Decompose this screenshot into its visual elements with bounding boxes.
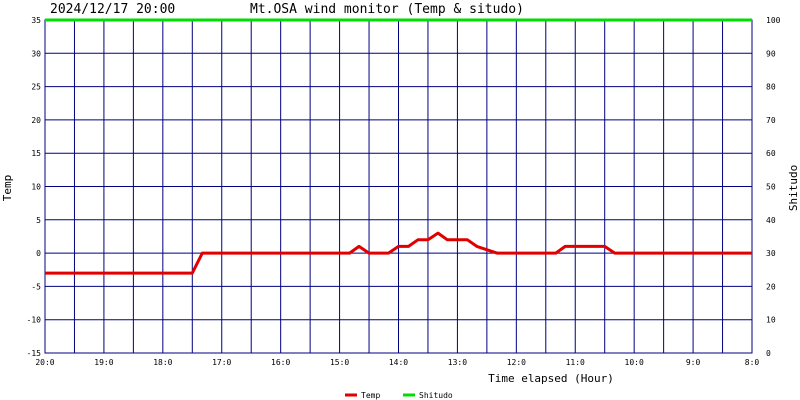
x-tick-label-5: 15:0 (330, 358, 349, 367)
y2-tick-label-0: 0 (766, 349, 771, 358)
legend-label-temp: Temp (361, 391, 380, 400)
y-tick-label-9: 30 (31, 49, 41, 58)
y2-tick-label-3: 30 (766, 249, 776, 258)
x-tick-label-0: 20:0 (35, 358, 54, 367)
y-tick-label-8: 25 (31, 83, 41, 92)
y2-tick-label-8: 80 (766, 83, 776, 92)
y-tick-label-0: -15 (27, 349, 42, 358)
y2-axis-label: Shitudo (787, 165, 800, 211)
x-tick-label-10: 10:0 (625, 358, 644, 367)
y2-tick-label-6: 60 (766, 149, 776, 158)
y-axis-label: Temp (1, 175, 14, 202)
y2-tick-label-2: 20 (766, 282, 776, 291)
y2-tick-label-4: 40 (766, 216, 776, 225)
x-tick-label-8: 12:0 (507, 358, 526, 367)
y-tick-label-6: 15 (31, 149, 41, 158)
series-line-temp (45, 231, 752, 275)
y-tick-labels: -15 -10 -5 0 5 10 15 20 25 30 35 (27, 16, 42, 358)
y2-tick-labels: 0 10 20 30 40 50 60 70 80 90 100 (766, 16, 781, 358)
grid (44, 19, 753, 354)
x-tick-labels: 20:0 19:0 18:0 17:0 16:0 15:0 14:0 13:0 12:0 11:0… (35, 358, 759, 367)
legend-label-shitudo: Shitudo (419, 391, 453, 400)
x-tick-label-1: 19:0 (94, 358, 113, 367)
series-layer (45, 18, 752, 275)
chart-title: Mt.OSA wind monitor (Temp & situdo) (250, 2, 524, 17)
y2-tick-label-9: 90 (766, 49, 776, 58)
y-tick-label-4: 5 (36, 216, 41, 225)
x-axis-label: Time elapsed (Hour) (488, 372, 614, 385)
y2-tick-label-10: 100 (766, 16, 781, 25)
y-tick-label-5: 10 (31, 183, 41, 192)
y-tick-label-1: -10 (27, 316, 42, 325)
x-tick-label-9: 11:0 (566, 358, 585, 367)
y2-tick-label-7: 70 (766, 116, 776, 125)
x-tick-label-2: 18:0 (153, 358, 172, 367)
x-tick-label-3: 17:0 (212, 358, 231, 367)
x-tick-label-11: 9:0 (686, 358, 701, 367)
x-tick-label-7: 13:0 (448, 358, 467, 367)
y-tick-label-10: 35 (31, 16, 41, 25)
x-tick-label-6: 14:0 (389, 358, 408, 367)
y-tick-label-2: -5 (31, 282, 41, 291)
header-timestamp: 2024/12/17 20:00 (50, 2, 175, 17)
y-tick-label-7: 20 (31, 116, 41, 125)
x-tick-label-4: 16:0 (271, 358, 290, 367)
y2-tick-label-1: 10 (766, 316, 776, 325)
y2-tick-label-5: 50 (766, 183, 776, 192)
y-tick-label-3: 0 (36, 249, 41, 258)
legend: Temp Shitudo (345, 391, 453, 400)
x-tick-label-12: 8:0 (745, 358, 760, 367)
